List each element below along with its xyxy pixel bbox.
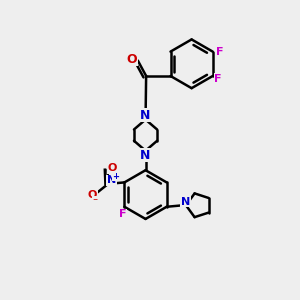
Text: N: N	[140, 109, 151, 122]
Text: N: N	[107, 175, 116, 185]
Text: O: O	[107, 163, 117, 173]
Text: F: F	[215, 46, 223, 57]
Text: O: O	[88, 190, 97, 200]
Text: F: F	[119, 209, 127, 219]
Text: N: N	[181, 197, 190, 207]
Text: F: F	[214, 74, 222, 84]
Text: O: O	[127, 52, 137, 66]
Text: ⁻: ⁻	[92, 197, 97, 207]
Text: N: N	[140, 149, 151, 162]
Text: +: +	[112, 172, 120, 181]
